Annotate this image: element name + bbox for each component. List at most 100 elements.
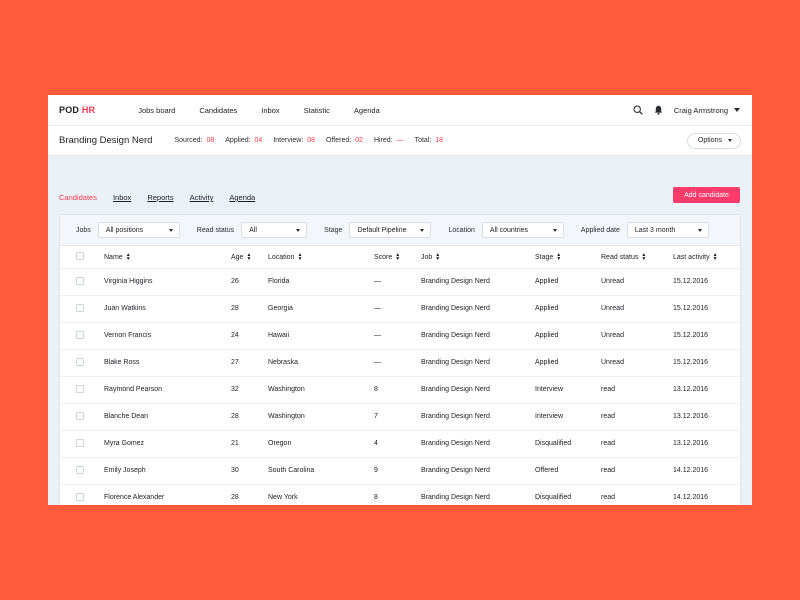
row-select-cell [60,484,104,505]
table-row[interactable]: Blanche Dean 28 Washington 7 Branding Design… [60,403,740,430]
filter-label-jobs: Jobs [76,226,91,234]
table-row[interactable]: Myra Gomez 21 Oregon 4 Branding Design Nerd D… [60,430,740,457]
nav-candidates[interactable]: Candidates [199,105,238,115]
chevron-down-icon [552,228,557,232]
column-header-location[interactable]: Location ▲ ▼ [268,251,303,262]
chevron-down-icon [168,228,173,232]
tab-agenda[interactable]: Agenda [229,193,256,202]
row-checkbox[interactable] [76,438,84,447]
row-select-cell [60,322,104,349]
location-cell: Washington [268,386,305,393]
sort-icon: ▲ ▼ [395,251,401,262]
chevron-down-icon [728,139,732,142]
filter-applied-date-select[interactable]: Last 3 month [626,222,709,238]
tab-activity[interactable]: Activity [189,193,214,202]
sort-icon: ▲ ▼ [712,251,718,262]
row-checkbox[interactable] [76,465,84,474]
bell-icon[interactable] [653,104,665,116]
sort-icon: ▲ ▼ [435,251,441,262]
app-window: POD HR Jobs board Candidates Inbox Stati… [48,95,752,505]
job-cell: Branding Design Nerd [421,467,490,474]
topbar-right: Craig Armstrong [623,104,740,116]
logo[interactable]: POD HR [59,105,95,115]
tab-candidates[interactable]: Candidates [59,193,97,202]
column-header-score[interactable]: Score ▲ ▼ [374,251,401,262]
sort-icon: ▲ ▼ [556,251,562,262]
candidates-panel: Jobs All positions Read status All Stage… [59,214,741,505]
tab-inbox[interactable]: Inbox [112,193,132,202]
table-row[interactable]: Vernon Francis 24 Hawaii — Branding Design N… [60,322,740,349]
user-name[interactable]: Craig Armstrong [673,105,728,115]
table-row[interactable]: Virginia Higgins 26 Florida — Branding Desig… [60,268,740,295]
column-header-age[interactable]: Age ▲ ▼ [231,251,252,262]
age-cell: 32 [231,386,239,393]
select-all-checkbox[interactable] [76,251,84,260]
job-cell: Branding Design Nerd [421,278,490,285]
location-cell: Washington [268,413,305,420]
sort-icon: ▲ ▼ [125,251,131,262]
filter-location-select[interactable]: All countries [481,222,564,238]
row-checkbox[interactable] [76,357,84,366]
nav-jobs-board[interactable]: Jobs board [138,105,176,115]
stat-total: Total: 18 [414,137,444,144]
column-header-read-status[interactable]: Read status ▲ ▼ [601,251,647,262]
score-cell: 8 [374,386,378,393]
chevron-down-icon [296,228,301,232]
sort-icon: ▲ ▼ [297,251,303,262]
column-header-last-activity[interactable]: Last activity ▲ ▼ [673,251,718,262]
last-activity-cell: 13.12.2016 [673,413,709,420]
nav-inbox[interactable]: Inbox [261,105,280,115]
row-checkbox[interactable] [76,276,84,285]
row-checkbox[interactable] [76,411,84,420]
stage-cell: Interview [535,386,564,393]
row-checkbox[interactable] [76,492,84,501]
row-checkbox[interactable] [76,384,84,393]
read-status-cell: Unread [601,278,624,285]
nav-statistic[interactable]: Statistic [303,105,330,115]
add-candidate-button[interactable]: Add candidate [673,187,740,203]
table-row[interactable]: Juan Watkins 28 Georgia — Branding Design Ne… [60,295,740,322]
age-cell: 26 [231,278,239,285]
location-cell: Florida [268,278,290,285]
location-cell: Georgia [268,305,293,312]
table-row[interactable]: Florence Alexander 28 New York 8 Branding De… [60,484,740,505]
column-header-job[interactable]: Job ▲ ▼ [421,251,441,262]
table-row[interactable]: Blake Ross 27 Nebraska — Branding Design Ner… [60,349,740,376]
main-nav: Jobs board Candidates Inbox Statistic Ag… [138,106,404,115]
top-bar: POD HR Jobs board Candidates Inbox Stati… [48,95,752,126]
score-cell: — [374,332,381,339]
stat-hired: Hired: — [373,137,404,144]
row-checkbox[interactable] [76,303,84,312]
options-button[interactable]: Options [686,132,741,149]
job-cell: Branding Design Nerd [421,494,490,501]
nav-agenda[interactable]: Agenda [353,105,380,115]
name-cell: Blanche Dean [104,413,148,420]
name-cell: Vernon Francis [104,332,152,339]
filter-stage-select[interactable]: Default Pipeline [349,222,432,238]
chevron-down-icon[interactable] [734,108,740,112]
read-status-cell: read [601,440,616,447]
table-row[interactable]: Emily Joseph 30 South Carolina 9 Branding De… [60,457,740,484]
search-icon[interactable] [632,104,644,116]
job-cell: Branding Design Nerd [421,413,490,420]
location-cell: Hawaii [268,332,290,339]
tab-reports[interactable]: Reports [147,193,174,202]
row-select-cell [60,295,104,322]
sort-icon: ▲ ▼ [641,251,647,262]
logo-name: POD [59,105,80,115]
name-cell: Raymond Pearson [104,386,162,393]
column-header-stage[interactable]: Stage ▲ ▼ [535,251,562,262]
table-row[interactable]: Raymond Pearson 32 Washington 8 Branding Des… [60,376,740,403]
filter-read-status-select[interactable]: All [241,222,308,238]
chevron-down-icon [420,228,425,232]
read-status-cell: read [601,386,616,393]
chevron-down-icon [697,228,702,232]
read-status-cell: Unread [601,305,624,312]
age-cell: 28 [231,413,239,420]
column-header-name[interactable]: Name ▲ ▼ [104,251,131,262]
row-checkbox[interactable] [76,330,84,339]
read-status-cell: read [601,494,616,501]
filter-jobs-select[interactable]: All positions [97,222,180,238]
location-cell: South Carolina [268,467,315,474]
stage-cell: Applied [535,332,559,339]
